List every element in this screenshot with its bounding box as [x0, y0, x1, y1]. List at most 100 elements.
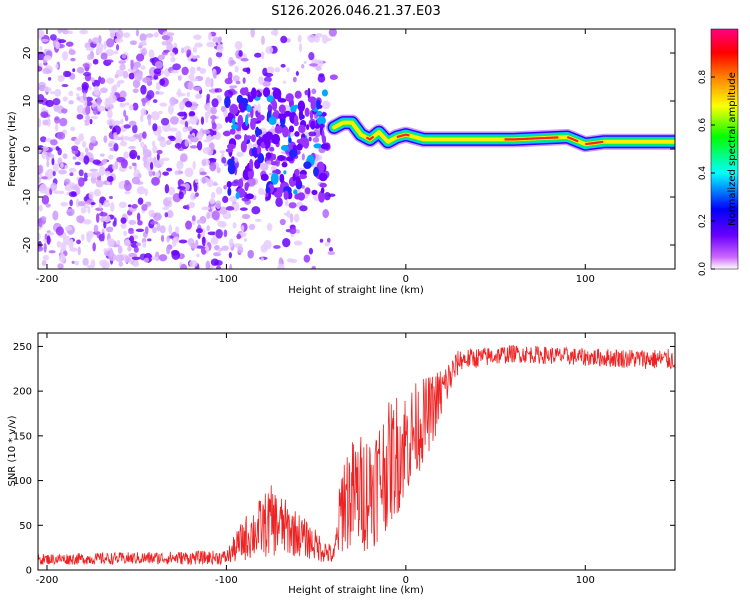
snr-x-ticks: -200 -100 0 100 — [36, 333, 595, 586]
noise-blob — [68, 90, 74, 97]
noise-blob — [180, 47, 185, 54]
noise-blob — [136, 212, 141, 222]
spectrogram-x-ticks: -200 -100 0 100 — [36, 29, 595, 285]
noise-blob — [184, 167, 194, 178]
noise-blob — [219, 150, 226, 154]
noise-blob — [311, 265, 317, 269]
noise-blob — [190, 242, 198, 249]
cluster-blob — [274, 190, 283, 199]
noise-blob — [168, 127, 178, 132]
noise-blob — [115, 254, 125, 263]
noise-blob — [301, 64, 305, 69]
noise-blob — [127, 136, 137, 142]
noise-blob — [112, 220, 117, 227]
cluster-blob — [254, 149, 258, 159]
cluster-blob — [281, 144, 289, 151]
noise-blob — [116, 156, 126, 163]
noise-blob — [163, 49, 170, 53]
noise-blob — [84, 147, 89, 153]
noise-blob — [215, 200, 222, 210]
noise-blob — [264, 72, 274, 77]
noise-blob — [76, 239, 81, 245]
noise-blob — [197, 233, 201, 239]
noise-blob — [60, 162, 64, 169]
cluster-blob — [225, 116, 229, 123]
noise-blob — [96, 96, 102, 107]
noise-blob — [286, 67, 290, 73]
noise-blob — [194, 93, 202, 100]
noise-blob — [140, 114, 144, 123]
noise-blob — [182, 126, 189, 133]
noise-blob — [122, 70, 129, 79]
cluster-blob — [298, 174, 308, 180]
cluster-blob — [322, 135, 327, 145]
y-tick-label: 10 — [22, 95, 33, 108]
noise-blob — [171, 250, 181, 260]
noise-blob — [229, 85, 238, 89]
noise-blob — [76, 66, 85, 74]
noise-blob — [211, 198, 216, 204]
noise-blob — [88, 191, 94, 200]
noise-blob — [139, 33, 147, 42]
noise-blob — [301, 184, 305, 189]
noise-blob — [51, 157, 55, 166]
noise-blob — [59, 117, 68, 127]
noise-blob — [39, 46, 43, 51]
cluster-blob — [293, 168, 300, 177]
cluster-blob — [316, 99, 321, 110]
cluster-blob — [266, 95, 274, 103]
noise-blob — [213, 72, 217, 79]
noise-blob — [240, 225, 245, 232]
cluster-blob — [321, 89, 328, 97]
noise-blob — [161, 41, 169, 46]
noise-blob — [62, 70, 70, 78]
cluster-blob — [286, 156, 294, 162]
noise-blob — [59, 190, 65, 195]
cluster-blob — [295, 193, 304, 199]
noise-blob — [102, 201, 111, 208]
noise-blob — [133, 61, 142, 69]
noise-blob — [152, 145, 158, 154]
cluster-blob — [274, 125, 283, 134]
cluster-blob — [285, 93, 294, 102]
noise-blob — [118, 261, 124, 267]
noise-blob — [218, 36, 222, 43]
noise-blob — [189, 260, 198, 268]
noise-blob — [142, 98, 146, 107]
colorbar-tick-label: 0.0 — [698, 262, 708, 277]
noise-blob — [299, 205, 308, 212]
noise-blob — [43, 86, 52, 93]
cluster-blob — [304, 107, 310, 117]
noise-blob — [164, 212, 169, 218]
noise-blob — [155, 81, 162, 91]
cluster-blob — [264, 139, 270, 146]
noise-blob — [206, 41, 216, 48]
cluster-blob — [307, 87, 311, 100]
noise-blob — [258, 76, 264, 85]
cluster-blob — [250, 134, 256, 143]
noise-blob — [266, 223, 273, 232]
x-tick-label: 0 — [403, 575, 409, 586]
y-tick-label: -20 — [22, 237, 33, 253]
noise-blob — [194, 192, 199, 197]
noise-blob — [86, 233, 91, 242]
noise-blob — [141, 204, 148, 211]
noise-blob — [195, 228, 203, 234]
noise-blob — [181, 66, 189, 76]
noise-blob — [131, 256, 141, 260]
noise-blob — [132, 124, 138, 134]
noise-blob — [257, 103, 261, 113]
cluster-blob — [302, 137, 310, 149]
noise-blob — [210, 236, 219, 245]
y-tick-label: 0 — [26, 566, 32, 577]
cluster-blob — [256, 114, 265, 121]
cluster-blob — [269, 147, 275, 152]
noise-blob — [132, 102, 139, 111]
noise-blob — [224, 89, 233, 99]
noise-blob — [67, 30, 74, 35]
noise-blob — [195, 55, 200, 59]
noise-blob — [141, 47, 148, 56]
cluster-blob — [254, 128, 263, 136]
noise-blob — [106, 118, 116, 126]
noise-blob — [110, 91, 115, 96]
